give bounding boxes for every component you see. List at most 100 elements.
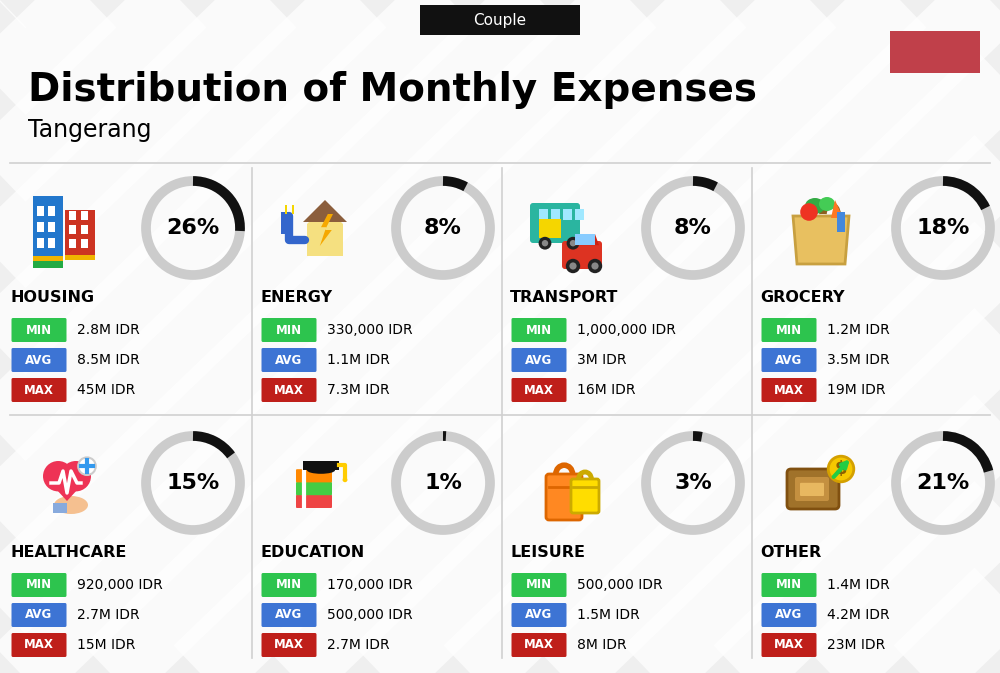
FancyBboxPatch shape [512, 348, 566, 372]
Text: 500,000 IDR: 500,000 IDR [577, 578, 663, 592]
Text: HOUSING: HOUSING [10, 290, 94, 305]
FancyBboxPatch shape [512, 633, 566, 657]
Ellipse shape [307, 466, 335, 474]
Text: 4.2M IDR: 4.2M IDR [827, 608, 890, 622]
Polygon shape [303, 461, 339, 470]
Circle shape [588, 259, 602, 273]
Polygon shape [320, 214, 333, 246]
Text: 1.1M IDR: 1.1M IDR [327, 353, 390, 367]
Ellipse shape [819, 197, 835, 211]
Text: 170,000 IDR: 170,000 IDR [327, 578, 413, 592]
FancyBboxPatch shape [12, 603, 66, 627]
Polygon shape [307, 206, 343, 256]
Text: MIN: MIN [26, 579, 52, 592]
Text: AVG: AVG [25, 608, 53, 621]
Text: 8%: 8% [424, 218, 462, 238]
Circle shape [566, 259, 580, 273]
Circle shape [78, 458, 96, 475]
Bar [81, 211, 88, 220]
Circle shape [828, 456, 854, 482]
Bar [37, 206, 44, 216]
Text: 8.5M IDR: 8.5M IDR [77, 353, 140, 367]
Text: MAX: MAX [24, 384, 54, 396]
Circle shape [800, 203, 818, 221]
Text: ENERGY: ENERGY [260, 290, 332, 305]
Text: 3M IDR: 3M IDR [577, 353, 626, 367]
Bar [539, 219, 561, 238]
Circle shape [567, 237, 579, 250]
Text: AVG: AVG [275, 353, 303, 367]
Bar [420, 5, 580, 35]
Bar [69, 239, 76, 248]
Bar [69, 225, 76, 234]
Text: Couple: Couple [473, 13, 527, 28]
FancyBboxPatch shape [512, 378, 566, 402]
FancyBboxPatch shape [12, 633, 66, 657]
Bar [33, 256, 63, 262]
FancyBboxPatch shape [762, 633, 816, 657]
Text: 1.2M IDR: 1.2M IDR [827, 323, 890, 337]
FancyBboxPatch shape [512, 603, 566, 627]
Bar [48, 206, 55, 216]
FancyBboxPatch shape [762, 573, 816, 597]
Bar [292, 205, 294, 214]
Text: LEISURE: LEISURE [510, 545, 585, 560]
FancyBboxPatch shape [800, 483, 824, 496]
Bar [551, 209, 560, 220]
FancyBboxPatch shape [795, 477, 829, 501]
FancyBboxPatch shape [296, 482, 332, 495]
Text: 330,000 IDR: 330,000 IDR [327, 323, 413, 337]
Text: MIN: MIN [276, 324, 302, 336]
Text: 2.7M IDR: 2.7M IDR [77, 608, 140, 622]
FancyBboxPatch shape [571, 479, 599, 513]
Bar [81, 225, 88, 234]
Text: AVG: AVG [275, 608, 303, 621]
Polygon shape [793, 216, 849, 264]
Text: MIN: MIN [26, 324, 52, 336]
Text: Distribution of Monthly Expenses: Distribution of Monthly Expenses [28, 71, 757, 109]
FancyBboxPatch shape [787, 469, 839, 509]
Polygon shape [303, 200, 347, 222]
Text: 920,000 IDR: 920,000 IDR [77, 578, 163, 592]
Text: OTHER: OTHER [760, 545, 821, 560]
FancyBboxPatch shape [762, 318, 816, 342]
Circle shape [570, 240, 576, 246]
Bar [575, 209, 584, 220]
Text: 15M IDR: 15M IDR [77, 638, 135, 652]
Bar [37, 238, 44, 248]
Text: AVG: AVG [25, 353, 53, 367]
Text: MAX: MAX [774, 384, 804, 396]
Bar [69, 211, 76, 220]
FancyBboxPatch shape [762, 378, 816, 402]
FancyBboxPatch shape [12, 318, 66, 342]
Text: 3%: 3% [674, 473, 712, 493]
Text: Tangerang: Tangerang [28, 118, 152, 142]
Text: AVG: AVG [775, 608, 803, 621]
FancyBboxPatch shape [262, 318, 316, 342]
Bar [48, 222, 55, 232]
Text: MIN: MIN [776, 579, 802, 592]
Bar [33, 196, 63, 260]
Text: 1.4M IDR: 1.4M IDR [827, 578, 890, 592]
Bar [563, 209, 572, 220]
Bar [53, 503, 67, 513]
Text: MAX: MAX [274, 639, 304, 651]
FancyBboxPatch shape [296, 495, 332, 508]
Text: 1,000,000 IDR: 1,000,000 IDR [577, 323, 676, 337]
Text: AVG: AVG [775, 353, 803, 367]
Bar [37, 222, 44, 232]
Text: 2.7M IDR: 2.7M IDR [327, 638, 390, 652]
Ellipse shape [54, 496, 88, 514]
FancyBboxPatch shape [262, 573, 316, 597]
Circle shape [591, 262, 599, 270]
FancyBboxPatch shape [512, 318, 566, 342]
Text: MIN: MIN [276, 579, 302, 592]
Text: 7.3M IDR: 7.3M IDR [327, 383, 390, 397]
Bar [575, 234, 595, 245]
FancyBboxPatch shape [12, 573, 66, 597]
FancyBboxPatch shape [12, 348, 66, 372]
Text: 500,000 IDR: 500,000 IDR [327, 608, 413, 622]
Text: MAX: MAX [524, 639, 554, 651]
Text: 23M IDR: 23M IDR [827, 638, 885, 652]
Bar [33, 261, 63, 268]
